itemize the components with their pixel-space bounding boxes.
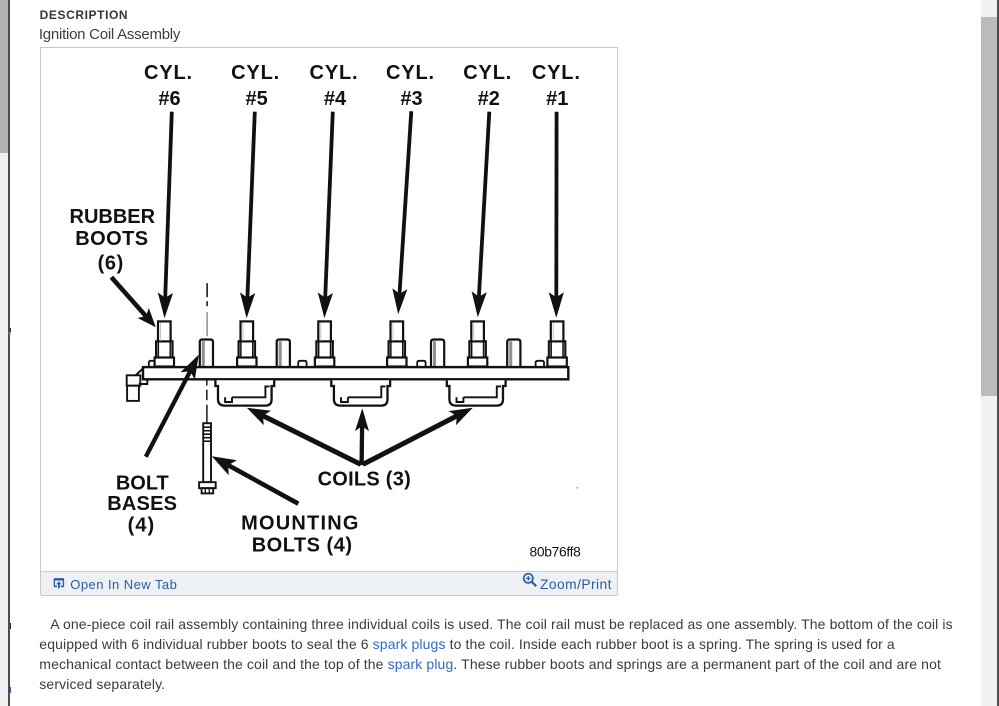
- svg-text:#4: #4: [324, 88, 347, 110]
- svg-text:RUBBER: RUBBER: [70, 206, 156, 228]
- svg-text:#1: #1: [546, 88, 568, 110]
- svg-text:#3: #3: [401, 88, 423, 110]
- svg-text:COILS (3): COILS (3): [318, 469, 411, 491]
- svg-text:CYL.: CYL.: [532, 62, 581, 84]
- svg-text:CYL.: CYL.: [386, 62, 435, 84]
- svg-text:CYL.: CYL.: [310, 62, 359, 84]
- svg-text:#6: #6: [159, 88, 181, 110]
- svg-text:CYL.: CYL.: [463, 62, 512, 84]
- svg-text:BOLTS (4): BOLTS (4): [252, 535, 353, 557]
- svg-text:(4): (4): [128, 515, 155, 537]
- svg-text:80b76ff8: 80b76ff8: [530, 545, 582, 560]
- svg-text:CYL.: CYL.: [144, 62, 193, 84]
- svg-text:BOOTS: BOOTS: [75, 228, 148, 250]
- svg-text:(6): (6): [98, 253, 124, 275]
- svg-text:#5: #5: [246, 88, 268, 110]
- svg-text:CYL.: CYL.: [231, 62, 280, 84]
- svg-text:BASES: BASES: [107, 493, 177, 515]
- svg-text:#2: #2: [478, 88, 500, 110]
- svg-text:BOLT: BOLT: [116, 473, 169, 495]
- svg-text:MOUNTING: MOUNTING: [241, 513, 359, 535]
